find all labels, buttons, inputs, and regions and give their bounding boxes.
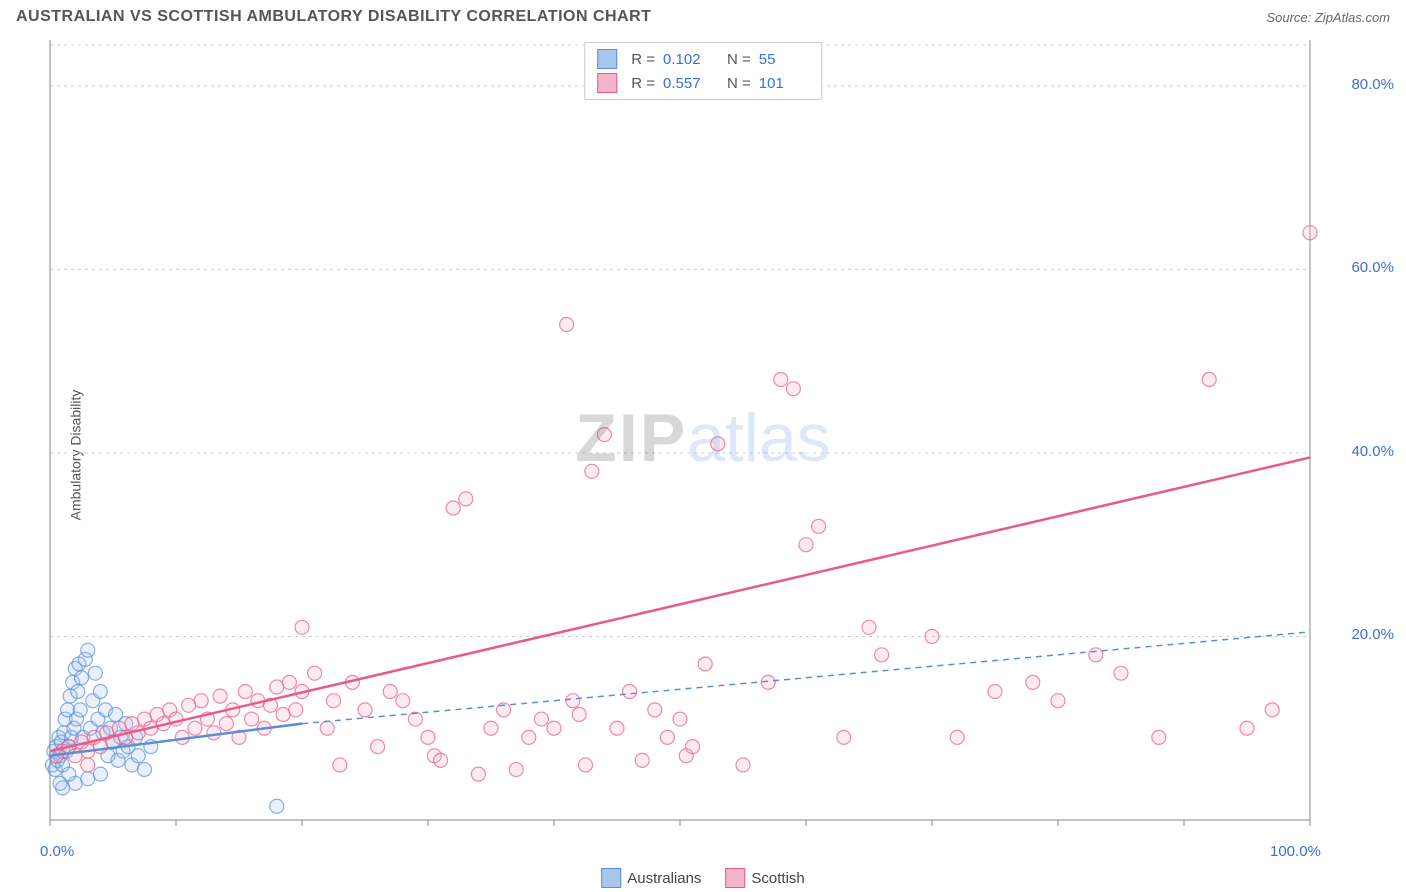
- n-label: N =: [727, 75, 751, 92]
- legend-bottom: Australians Scottish: [601, 868, 805, 888]
- r-value-australians: 0.102: [663, 51, 713, 68]
- y-tick: 80.0%: [1351, 76, 1394, 93]
- y-tick: 20.0%: [1351, 626, 1394, 643]
- scatter-chart: [0, 30, 1406, 880]
- n-value-australians: 55: [759, 51, 809, 68]
- legend-item-australians: Australians: [601, 868, 701, 888]
- legend-label-australians: Australians: [627, 870, 701, 887]
- swatch-scottish: [597, 73, 617, 93]
- swatch-australians: [597, 49, 617, 69]
- chart-container: Ambulatory Disability R = 0.102 N = 55 R…: [0, 30, 1406, 880]
- r-label: R =: [631, 51, 655, 68]
- chart-title: AUSTRALIAN VS SCOTTISH AMBULATORY DISABI…: [16, 8, 651, 26]
- swatch-australians: [601, 868, 621, 888]
- legend-item-scottish: Scottish: [725, 868, 804, 888]
- n-value-scottish: 101: [759, 75, 809, 92]
- x-tick: 0.0%: [40, 843, 74, 860]
- r-value-scottish: 0.557: [663, 75, 713, 92]
- x-tick: 100.0%: [1270, 843, 1321, 860]
- r-label: R =: [631, 75, 655, 92]
- stats-legend-box: R = 0.102 N = 55 R = 0.557 N = 101: [584, 42, 822, 100]
- chart-source: Source: ZipAtlas.com: [1266, 10, 1390, 25]
- y-tick: 60.0%: [1351, 259, 1394, 276]
- chart-header: AUSTRALIAN VS SCOTTISH AMBULATORY DISABI…: [0, 0, 1406, 30]
- legend-label-scottish: Scottish: [751, 870, 804, 887]
- n-label: N =: [727, 51, 751, 68]
- y-tick: 40.0%: [1351, 443, 1394, 460]
- stats-row-scottish: R = 0.557 N = 101: [597, 71, 809, 95]
- swatch-scottish: [725, 868, 745, 888]
- stats-row-australians: R = 0.102 N = 55: [597, 47, 809, 71]
